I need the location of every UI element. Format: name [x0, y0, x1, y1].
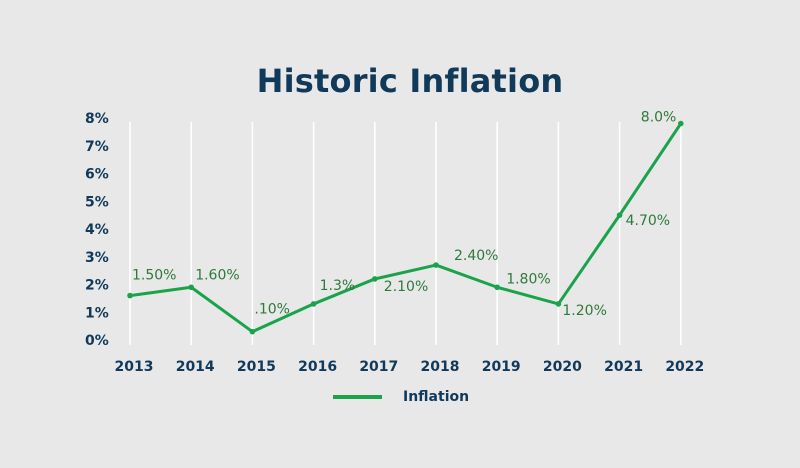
x-tick-label: 2016 — [298, 359, 337, 375]
data-label: 2.10% — [384, 279, 428, 295]
data-point — [127, 292, 133, 299]
data-point — [310, 301, 317, 307]
data-label: 1.80% — [506, 271, 550, 287]
data-label: 1.3% — [320, 278, 356, 294]
data-point — [678, 120, 684, 127]
data-point — [555, 301, 562, 307]
y-tick-label: 8% — [85, 111, 109, 127]
data-point — [494, 284, 501, 291]
x-tick-label: 2019 — [482, 359, 521, 375]
data-label: 2.40% — [454, 248, 498, 264]
data-point — [372, 276, 378, 282]
data-point — [249, 328, 256, 335]
data-point — [188, 284, 194, 291]
x-tick-label: 2021 — [604, 359, 643, 375]
y-tick-label: 1% — [85, 305, 109, 321]
y-tick-label: 2% — [85, 278, 109, 294]
x-tick-label: 2017 — [359, 359, 398, 375]
data-label: 8.0% — [641, 110, 677, 126]
series-line — [129, 122, 683, 334]
x-tick-label: 2022 — [665, 359, 704, 375]
data-point — [616, 212, 623, 218]
x-tick-label: 2018 — [421, 359, 460, 375]
data-label: 4.70% — [626, 213, 670, 229]
chart-title: Historic Inflation — [256, 62, 564, 100]
x-tick-label: 2013 — [115, 359, 154, 375]
y-tick-label: 3% — [85, 250, 109, 266]
y-tick-label: 6% — [85, 167, 109, 183]
y-tick-label: 4% — [85, 222, 109, 238]
x-tick-label: 2015 — [237, 359, 276, 375]
legend-label: Inflation — [403, 389, 469, 405]
data-point — [433, 262, 439, 268]
data-label: 1.50% — [132, 268, 176, 284]
data-label: 1.60% — [195, 267, 239, 283]
x-tick-label: 2020 — [543, 359, 582, 375]
x-tick-label: 2014 — [176, 359, 215, 375]
y-tick-label: 5% — [85, 194, 109, 210]
data-label: .10% — [254, 302, 290, 318]
y-tick-label: 0% — [85, 333, 109, 349]
data-label: 1.20% — [562, 303, 606, 319]
y-tick-label: 7% — [85, 139, 109, 155]
